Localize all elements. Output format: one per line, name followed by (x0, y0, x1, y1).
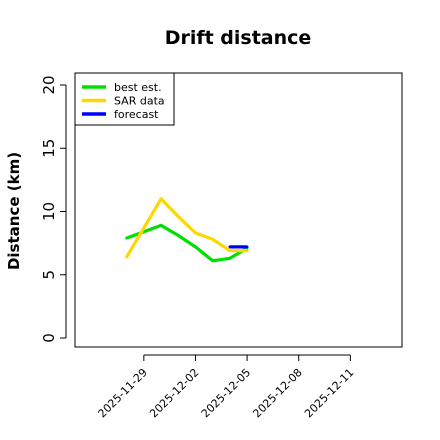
series-point-2 (228, 245, 232, 249)
y-axis-label: Distance (km) (5, 152, 23, 270)
series-point-0 (125, 236, 128, 240)
y-tick-label: 0 (40, 333, 58, 343)
series-point-0 (159, 224, 163, 227)
series-point-0 (194, 245, 197, 249)
series-point-0 (211, 259, 215, 263)
y-tick-label: 20 (40, 75, 58, 94)
y-tick-label: 15 (40, 139, 58, 158)
series-line-0 (126, 223, 248, 263)
series-point-0 (176, 234, 180, 237)
legend-label: forecast (114, 108, 159, 121)
y-axis: 0 5 10 15 20 (40, 75, 67, 343)
x-tick-label: 2025-12-08 (250, 366, 304, 420)
legend-label: best est. (114, 81, 162, 94)
series-point-2 (245, 245, 249, 249)
series-point-1 (211, 237, 215, 241)
legend-label: SAR data (114, 95, 165, 108)
series-layer (125, 197, 249, 263)
series-point-1 (194, 231, 197, 235)
chart-title: Drift distance (165, 27, 312, 49)
x-tick-label: 2025-11-29 (96, 366, 150, 420)
series-point-1 (159, 197, 163, 201)
plot-frame (74, 72, 403, 348)
x-axis: 2025-11-292025-12-022025-12-052025-12-08… (96, 354, 356, 420)
series-point-0 (228, 256, 232, 260)
series-point-1 (245, 249, 249, 253)
series-line-1 (125, 197, 248, 258)
x-tick-label: 2025-12-05 (199, 366, 253, 420)
y-tick-label: 10 (40, 202, 58, 221)
series-point-1 (176, 215, 180, 219)
series-point-1 (228, 249, 232, 253)
x-tick-label: 2025-12-02 (147, 366, 201, 420)
series-point-1 (125, 255, 128, 259)
x-tick-label: 2025-12-11 (302, 366, 356, 420)
y-tick-label: 5 (40, 270, 58, 280)
